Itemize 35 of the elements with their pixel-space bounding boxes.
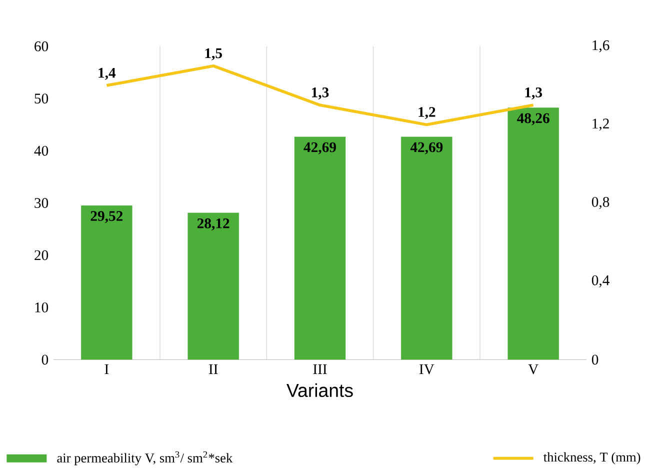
bar [401, 136, 452, 360]
data-label: 1,3 [525, 88, 542, 100]
data-label: 1,3 [312, 88, 329, 100]
bar [188, 212, 239, 360]
y-tick-label: 30 [34, 198, 48, 208]
data-label: 29,52 [90, 211, 123, 224]
y-tick-label: 20 [34, 250, 48, 260]
y-tick-label: 40 [34, 146, 48, 156]
y-tick-label: 50 [34, 94, 48, 104]
y2-tick-label: 0 [592, 354, 598, 365]
x-tick-label: V [528, 364, 538, 374]
y-tick-label: 0 [42, 354, 48, 365]
data-label: 1,4 [98, 68, 116, 80]
y2-tick-label: 0,8 [592, 196, 610, 209]
bar [81, 205, 132, 360]
y2-tick-label: 1,2 [592, 118, 609, 131]
x-tick-label: II [208, 364, 218, 374]
data-label: 1,5 [205, 48, 222, 60]
x-tick-label: IV [419, 364, 434, 374]
y2-tick-label: 0,4 [592, 275, 610, 288]
y-tick-label: 10 [35, 302, 48, 312]
x-tick-label: I [104, 364, 109, 374]
data-label: 42,69 [410, 142, 443, 154]
bar [294, 136, 346, 360]
data-label: 42,69 [304, 142, 336, 154]
x-tick-label: III [313, 364, 327, 374]
data-label: 48,26 [517, 113, 550, 126]
y-tick-label: 60 [34, 41, 48, 52]
data-label: 1,2 [418, 107, 436, 120]
y2-tick-label: 1,6 [592, 40, 610, 52]
x-axis-title: Variants [286, 383, 353, 398]
data-label: 28,12 [197, 218, 230, 230]
legend-label: air permeability V, sm$^{3}$/ sm$^{2}$*sek [57, 451, 233, 466]
legend-label: thickness, T (mm) [544, 452, 640, 464]
bar [508, 108, 559, 360]
